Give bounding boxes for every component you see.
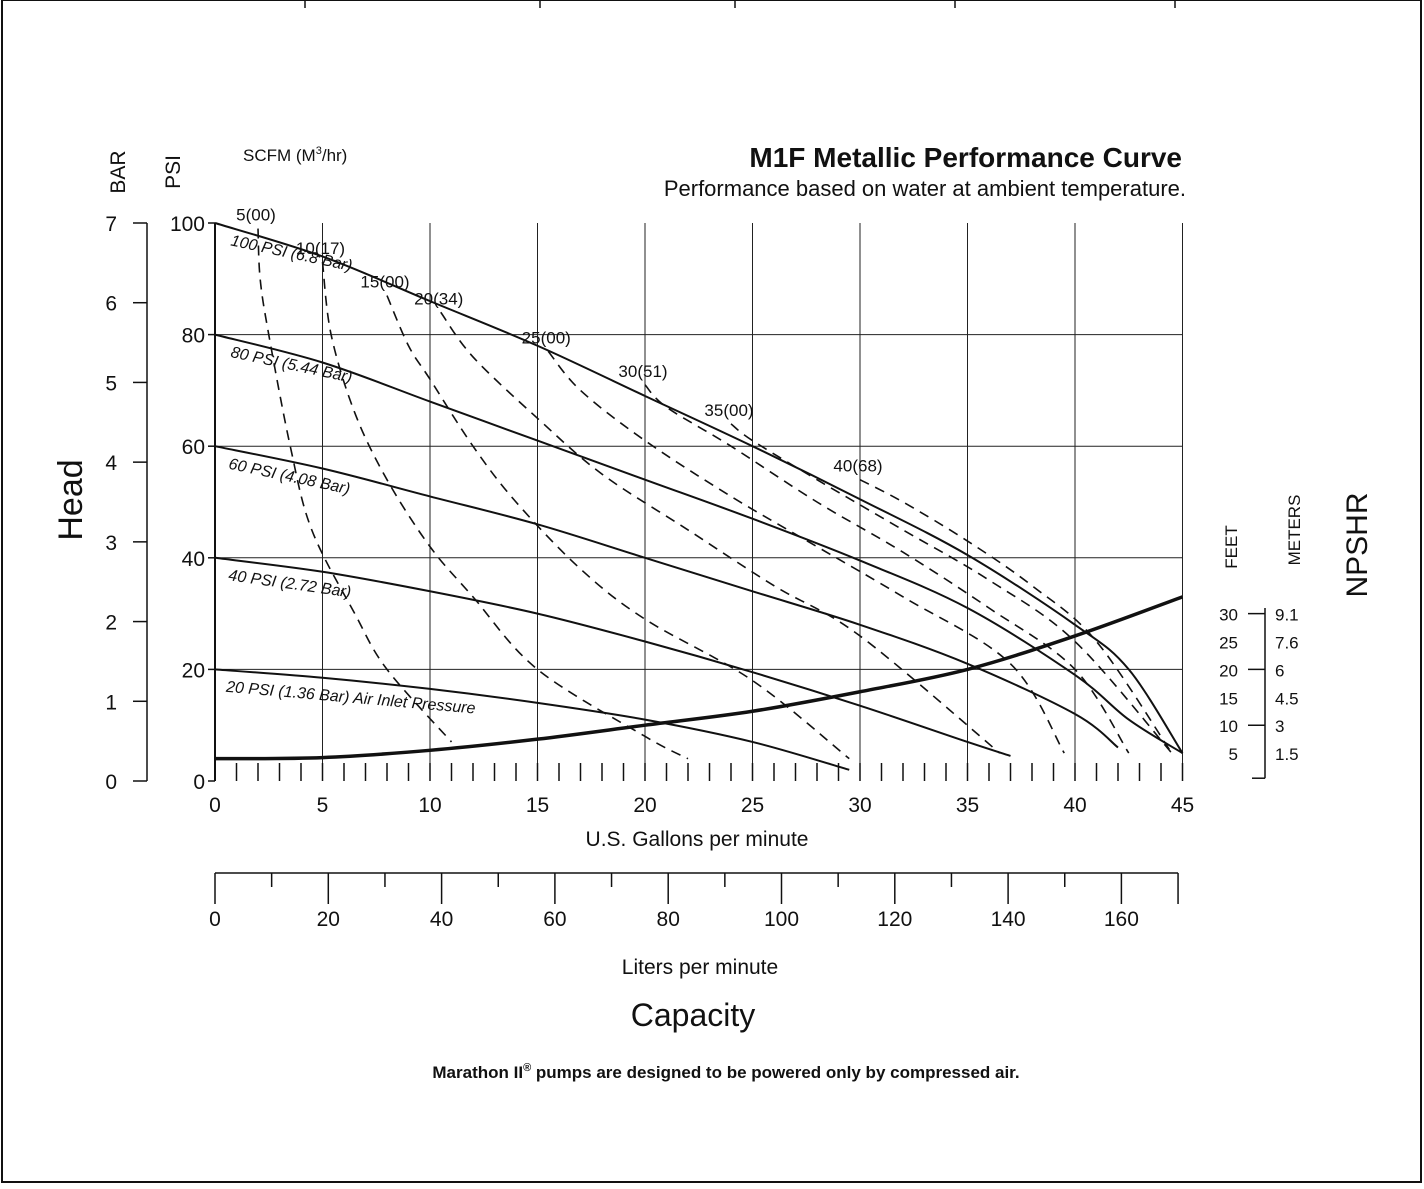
- psi-tick-label: 60: [182, 436, 205, 459]
- bar-tick-label: 4: [105, 452, 117, 475]
- air-consumption-curve: [547, 350, 1065, 754]
- air-consumption-curve-label: 25(00): [522, 328, 571, 347]
- gpm-tick-label: 45: [1171, 794, 1194, 817]
- air-consumption-curve: [859, 478, 1173, 754]
- air-pressure-curve-label: 40 PSI (2.72 Bar): [227, 567, 352, 601]
- air-consumption-curve: [440, 311, 1001, 754]
- footer-note: Marathon II® pumps are designed to be po…: [432, 1062, 1019, 1082]
- frame-top-marks: [304, 0, 1176, 8]
- psi-tick-label: 100: [170, 213, 205, 236]
- head-axis-title: Head: [52, 459, 90, 540]
- gpm-tick-label: 0: [209, 794, 221, 817]
- lpm-tick-label: 40: [430, 908, 453, 931]
- bar-axis-label: BAR: [107, 150, 130, 193]
- psi-tick-label: 20: [182, 659, 205, 682]
- bar-tick-label: 6: [105, 293, 117, 316]
- lpm-tick-label: 160: [1104, 908, 1139, 931]
- npshr-feet-tick-label: 20: [1219, 661, 1238, 680]
- npshr-axis-title: NPSHR: [1341, 492, 1374, 597]
- lpm-tick-label: 120: [877, 908, 912, 931]
- npshr-feet-tick-label: 15: [1219, 689, 1238, 708]
- npshr-meters-tick-label: 6: [1275, 661, 1284, 680]
- bar-tick-label: 5: [105, 372, 117, 395]
- gpm-tick-label: 40: [1063, 794, 1086, 817]
- gpm-tick-label: 35: [956, 794, 979, 817]
- lpm-tick-label: 140: [991, 908, 1026, 931]
- gpm-tick-label: 10: [418, 794, 441, 817]
- air-pressure-curve: [214, 222, 1184, 754]
- gpm-tick-label: 30: [848, 794, 871, 817]
- bar-tick-label: 2: [105, 612, 117, 635]
- air-consumption-curve-label: 30(51): [618, 362, 667, 381]
- air-consumption-curve-label: 10(17): [296, 239, 345, 258]
- bar-tick-label: 0: [105, 771, 117, 794]
- capacity-axis-title: Capacity: [631, 997, 756, 1033]
- npshr-feet-label: FEET: [1222, 525, 1241, 568]
- psi-tick-label: 80: [182, 325, 205, 348]
- air-consumption-curve: [386, 295, 850, 760]
- bar-tick-label: 7: [105, 213, 117, 236]
- lpm-axis-label: Liters per minute: [622, 956, 778, 979]
- air-consumption-curve-label: 15(00): [360, 273, 409, 292]
- chart-subtitle: Performance based on water at ambient te…: [664, 176, 1186, 201]
- gpm-tick-label: 20: [633, 794, 656, 817]
- lpm-tick-label: 20: [317, 908, 340, 931]
- gpm-tick-label: 25: [741, 794, 764, 817]
- npshr-meters-tick-label: 1.5: [1275, 745, 1299, 764]
- scfm-label: SCFM (M3/hr): [243, 145, 347, 165]
- chart-title: M1F Metallic Performance Curve: [749, 142, 1182, 173]
- gpm-tick-label: 15: [526, 794, 549, 817]
- air-consumption-curve-label: 40(68): [833, 457, 882, 476]
- air-pressure-curve-label: 20 PSI (1.36 Bar) Air Inlet Pressure: [224, 679, 476, 718]
- air-consumption-curve-label: 35(00): [704, 401, 753, 420]
- npshr-meters-tick-label: 4.5: [1275, 689, 1299, 708]
- bar-tick-label: 1: [105, 691, 117, 714]
- air-consumption-curve-label: 20(34): [414, 289, 463, 308]
- air-pressure-curve: [214, 556, 1011, 757]
- lpm-tick-label: 100: [764, 908, 799, 931]
- air-consumption-curve: [321, 261, 689, 760]
- psi-axis-label: PSI: [162, 155, 185, 189]
- npshr-meters-tick-label: 3: [1275, 717, 1284, 736]
- npshr-feet-tick-label: 30: [1219, 606, 1238, 625]
- npshr-feet-tick-label: 25: [1219, 634, 1238, 653]
- lpm-tick-label: 80: [657, 908, 680, 931]
- air-pressure-curve: [214, 445, 1119, 749]
- gpm-tick-label: 5: [317, 794, 329, 817]
- lpm-tick-label: 0: [209, 908, 221, 931]
- npshr-feet-tick-label: 5: [1229, 745, 1238, 764]
- gpm-axis-label: U.S. Gallons per minute: [586, 828, 809, 851]
- air-pressure-curve: [214, 668, 850, 771]
- npshr-meters-label: METERS: [1285, 495, 1304, 566]
- air-consumption-curve: [730, 423, 1173, 754]
- psi-tick-label: 40: [182, 548, 205, 571]
- npshr-curve: [214, 595, 1184, 761]
- npshr-feet-tick-label: 10: [1219, 717, 1238, 736]
- npshr-meters-tick-label: 7.6: [1275, 634, 1299, 653]
- bar-tick-label: 3: [105, 532, 117, 555]
- air-pressure-curve: [214, 333, 1184, 754]
- air-consumption-curve: [257, 228, 453, 743]
- psi-tick-label: 0: [193, 771, 205, 794]
- lpm-tick-label: 60: [543, 908, 566, 931]
- npshr-meters-tick-label: 9.1: [1275, 606, 1299, 625]
- air-consumption-curve: [644, 384, 1130, 754]
- air-consumption-curve-label: 5(00): [236, 206, 276, 225]
